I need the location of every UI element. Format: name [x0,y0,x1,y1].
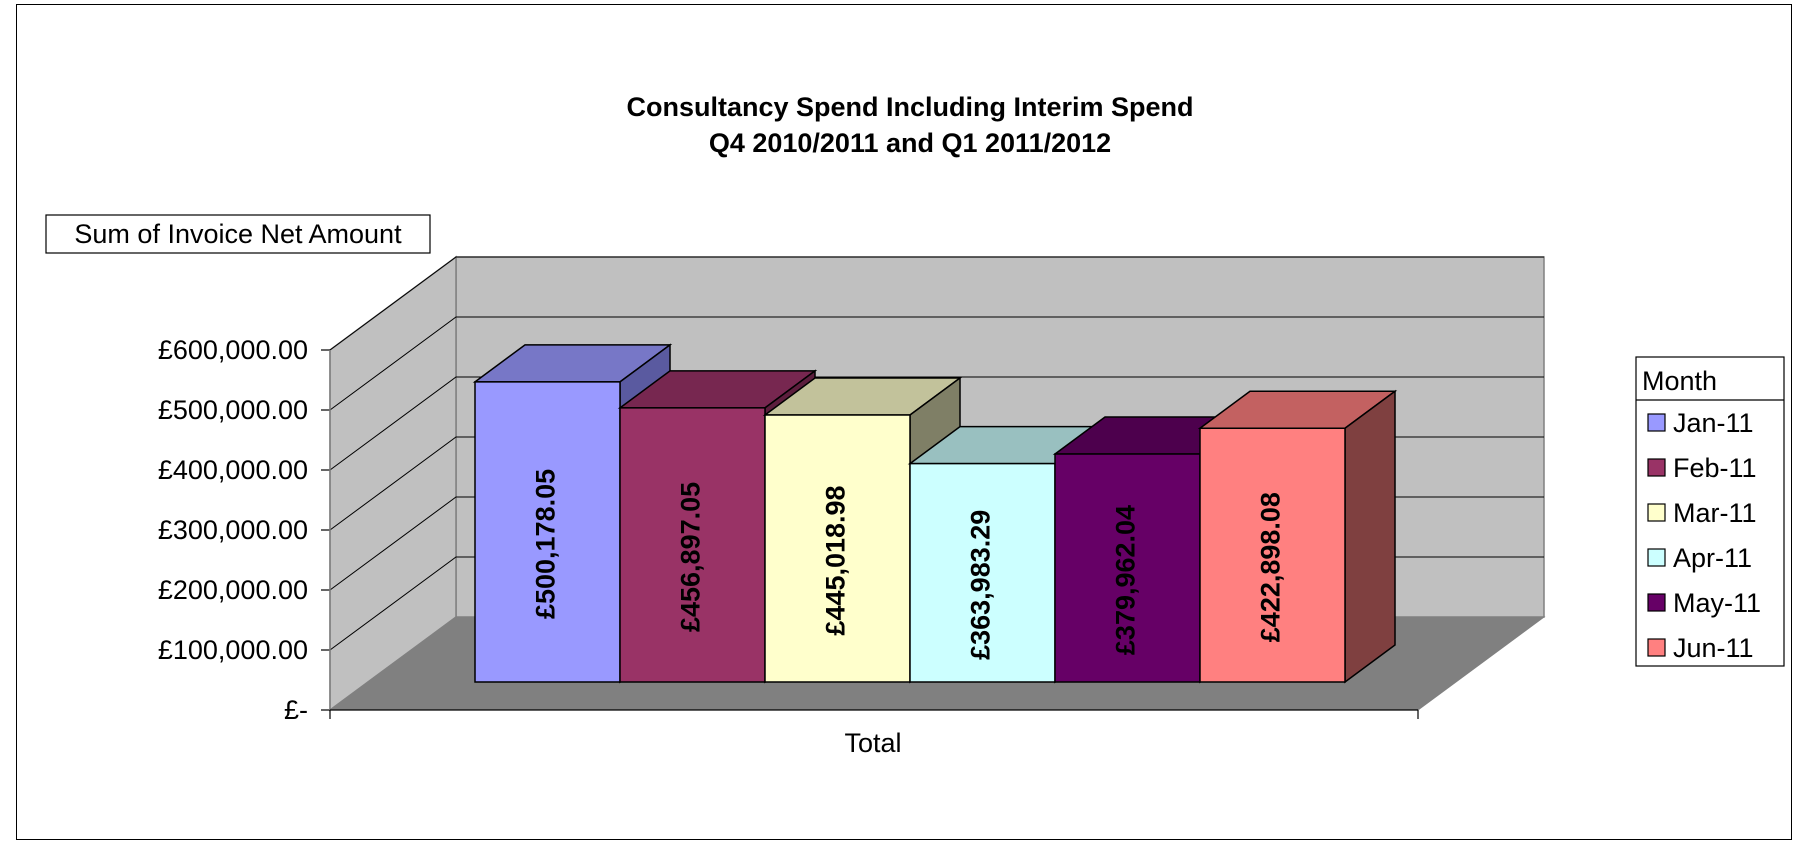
field-button-label: Sum of Invoice Net Amount [74,219,402,249]
bar-front [1054,453,1201,683]
y-tick-label: £300,000.00 [158,515,308,545]
data-label: £379,962.04 [1111,505,1141,655]
legend-item: May-11 [1673,588,1761,618]
y-tick-label: £600,000.00 [158,335,308,365]
y-tick-label: £500,000.00 [158,395,308,425]
gridline [329,256,1544,351]
data-label: £445,018.98 [821,485,851,635]
data-label: £456,897.05 [676,482,706,632]
legend-item: Jun-11 [1673,633,1754,663]
bars: £500,178.05 £456,897.05 £445,018.98 £363,98… [472,343,1398,684]
chart-title-line1: Consultancy Spend Including Interim Spen… [626,92,1193,122]
legend-swatch [1647,413,1666,432]
bar-front [909,462,1056,683]
y-tick-label: £- [284,695,308,725]
y-tick-label: £400,000.00 [158,455,308,485]
data-label: £422,898.08 [1256,492,1286,642]
legend-swatch [1647,638,1666,657]
gridline [329,316,1544,411]
field-button[interactable]: Sum of Invoice Net Amount [45,214,431,254]
y-tick-label: £100,000.00 [158,635,308,665]
bar-front [764,414,911,683]
chart-title-line2: Q4 2010/2011 and Q1 2011/2012 [709,128,1111,158]
legend: Month Jan-11 Feb-11 Mar-11 Apr-11 May-11 Jun-1… [1635,356,1785,667]
legend-swatch [1647,458,1666,477]
bar-front [1199,427,1346,683]
bar-front [619,407,766,683]
legend-item: Jan-11 [1673,408,1754,438]
legend-item: Mar-11 [1673,498,1757,528]
legend-title: Month [1642,366,1717,396]
x-axis-label: Total [844,728,901,758]
legend-item: Feb-11 [1673,453,1757,483]
legend-item: Apr-11 [1673,543,1752,573]
legend-swatch [1647,503,1666,522]
bar-jun-11: £422,898.08 [1197,389,1398,684]
data-label: £500,178.05 [531,469,561,619]
gridline [329,376,1544,471]
bar-side [1344,389,1396,684]
value-axis: £- £100,000.00 £200,000.00 £300,000.00 £400,… [158,335,1419,725]
legend-swatch [1647,548,1666,567]
data-label: £363,983.29 [966,510,996,660]
bar-front [474,381,621,683]
legend-swatch [1647,593,1666,612]
y-tick-label: £200,000.00 [158,575,308,605]
